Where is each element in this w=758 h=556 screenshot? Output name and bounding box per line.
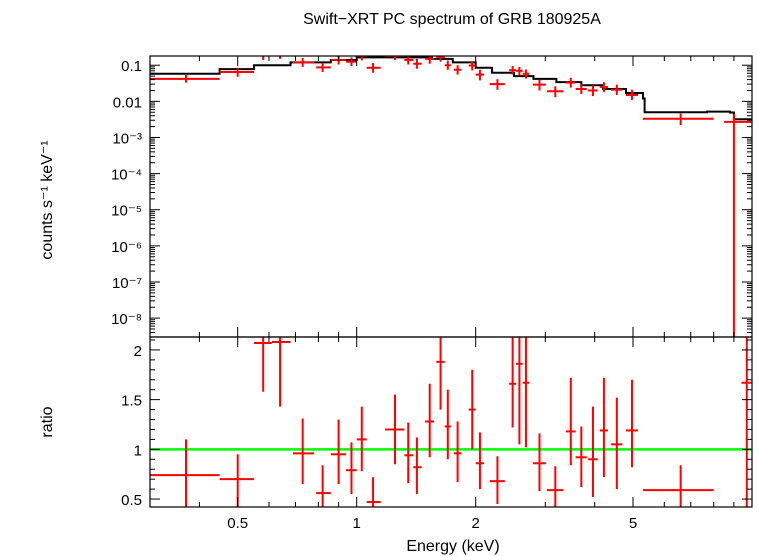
ratio-data-point xyxy=(625,379,639,468)
ratio-data-point xyxy=(444,389,451,460)
y-tick-label: 10⁻⁵ xyxy=(111,203,142,220)
ratio-data-point xyxy=(366,477,381,507)
y-tick-label: 10⁻⁴ xyxy=(111,167,142,184)
ratio-data-point xyxy=(385,394,405,465)
x-tick-label: 5 xyxy=(629,515,637,532)
ratio-data-point xyxy=(468,369,476,450)
spectrum-data-point xyxy=(279,56,282,59)
ratio-data-point xyxy=(575,426,587,488)
ratio-data-point xyxy=(346,442,357,495)
ratio-data-point xyxy=(413,437,422,495)
ratio-data-point xyxy=(292,418,315,485)
spectrum-plot-area xyxy=(150,56,752,337)
ratio-data-point xyxy=(547,466,564,507)
y-tick-label: 10⁻³ xyxy=(112,130,142,147)
ratio-data-point xyxy=(316,465,331,507)
spectrum-data-point xyxy=(532,79,546,91)
spectrum-data-point xyxy=(489,79,505,90)
y-tick-label: 1.5 xyxy=(121,393,142,410)
spectrum-data-point xyxy=(254,56,272,60)
spectrum-data-point xyxy=(468,61,476,71)
spectrum-data-point xyxy=(625,89,639,100)
spectrum-data-point xyxy=(547,86,564,98)
spectrum-data-point xyxy=(724,113,752,337)
y-axis-label-counts: counts s⁻¹ keV⁻¹ xyxy=(39,140,56,259)
spectrum-frame xyxy=(149,55,753,338)
spectrum-data-point xyxy=(150,74,220,83)
x-tick-label: 1 xyxy=(353,515,361,532)
ratio-data-point xyxy=(489,456,505,505)
y-tick-label: 0.5 xyxy=(121,492,142,509)
ratio-data-point xyxy=(356,406,367,472)
ratio-data-point xyxy=(611,397,623,490)
x-axis-label: Energy (keV) xyxy=(406,538,499,555)
spectrum-data-point xyxy=(425,56,435,64)
spectrum-data-point xyxy=(475,69,485,81)
ratio-data-point xyxy=(453,421,462,483)
ratio-data-point xyxy=(565,377,576,466)
spectrum-data-point xyxy=(366,63,381,73)
x-tick-label: 2 xyxy=(472,515,480,532)
ratio-data-point xyxy=(271,337,291,407)
ratio-data-point xyxy=(436,337,445,410)
ratio-data-point xyxy=(404,422,414,484)
spectrum-data-point xyxy=(522,69,530,79)
spectrum-data-point xyxy=(292,57,315,67)
spectrum-panel: 0.1 0.01 10⁻³ 10⁻⁴ 10⁻⁵ 10⁻⁶ 10⁻⁷ 10⁻⁸ xyxy=(111,55,753,338)
ratio-data-point xyxy=(522,337,530,448)
y-tick-label: 0.1 xyxy=(121,58,142,75)
spectrum-data-point xyxy=(565,77,576,88)
chart-title: Swift−XRT PC spectrum of GRB 180925A xyxy=(303,11,601,28)
y-tick-label: 2 xyxy=(134,343,142,360)
ratio-panel: 0.5 1 1.5 2 0.5 1 2 5 xyxy=(121,336,753,532)
y-tick-label: 1 xyxy=(134,442,142,459)
ratio-plot-area xyxy=(150,337,752,507)
spectrum-data-point xyxy=(588,85,598,97)
y-tick-label: 0.01 xyxy=(113,94,142,111)
spectrum-data-point xyxy=(413,58,422,69)
ratio-data-point xyxy=(588,406,598,498)
ratio-data-point xyxy=(254,337,272,392)
y-tick-label: 10⁻⁶ xyxy=(111,239,142,256)
spectrum-data-point xyxy=(575,84,587,94)
x-tick-label: 0.5 xyxy=(227,515,248,532)
ratio-data-point xyxy=(509,337,517,428)
spectrum-data-point xyxy=(611,84,623,95)
ratio-data-point xyxy=(643,465,714,507)
spectrum-data-point xyxy=(599,82,608,93)
ratio-data-point xyxy=(741,337,752,507)
ratio-data-point xyxy=(425,383,435,458)
spectrum-data-point xyxy=(444,60,451,70)
ratio-data-point xyxy=(599,377,608,478)
y-tick-label: 10⁻⁸ xyxy=(111,311,142,328)
spectrum-data-point xyxy=(509,66,517,75)
spectrum-data-point xyxy=(643,113,714,126)
ratio-data-point xyxy=(516,337,523,445)
spectrum-data-point xyxy=(453,65,462,75)
ratio-data-point xyxy=(219,454,255,507)
spectrum-data-point xyxy=(436,56,445,62)
y-axis-label-ratio: ratio xyxy=(39,406,56,437)
y-tick-label: 10⁻⁷ xyxy=(112,275,142,292)
ratio-data-point xyxy=(532,433,546,492)
ratio-data-point xyxy=(475,432,485,490)
spectrum-data-point xyxy=(219,67,255,77)
spectrum-data-point xyxy=(346,57,357,67)
spectrum-data-point xyxy=(316,63,331,72)
ratio-data-point xyxy=(330,419,347,485)
spectrum-data-point xyxy=(404,56,414,65)
model-curve xyxy=(150,56,752,121)
ratio-frame xyxy=(149,336,753,508)
spectrum-data-point xyxy=(516,66,523,76)
ratio-data-point xyxy=(150,439,220,507)
